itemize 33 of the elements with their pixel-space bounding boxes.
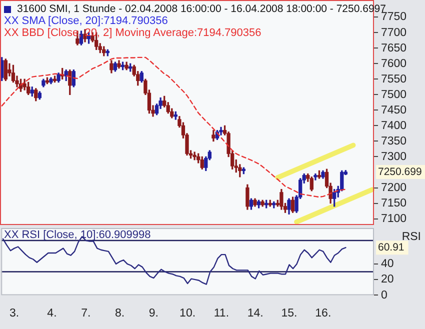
y-tick-label: 7750 [381,11,407,24]
y-tick-label: 7150 [381,197,407,210]
x-tick-label: 11. [214,307,230,320]
x-tick-label: 8. [114,307,125,320]
x-tick-label: 15. [281,307,298,320]
y-tick-label: 20 [381,274,394,286]
y-tick-label: 7100 [381,212,407,225]
y-tick-label: 7550 [381,73,407,86]
y-tick-label: 40 [381,258,394,270]
candlestick [192,152,196,160]
x-tick-label: 10. [180,307,196,320]
y-tick-label: 7400 [381,120,407,132]
y-tick-label: 7600 [381,58,407,70]
annotation: XX SMA [Close, 20]:7194.790356 [4,15,168,27]
y-tick-label: 7650 [381,42,407,54]
line-series [1,56,346,198]
y-tick-label: 7350 [381,135,407,148]
y-axis-title: RSI [402,231,421,243]
text: 60.91 [378,241,404,254]
series-label: XX RSI [Close, 10]:60.909998 [4,229,151,241]
y-tick-label: 7200 [381,182,407,194]
x-tick-label: 4. [47,307,57,320]
x-tick-label: 3. [10,307,20,320]
y-tick-label: 7300 [381,150,407,163]
y-tick-label: 7500 [381,88,407,101]
x-tick-label: 7. [81,307,91,320]
text: 7250.699 [378,166,422,178]
y-tick-label: 7700 [381,26,407,39]
x-tick-label: 14. [247,307,264,320]
x-tick-label: 16. [315,307,332,320]
y-tick-label: 0 [381,289,388,302]
x-tick-label: 9. [148,307,158,320]
y-tick-label: 7450 [381,104,407,116]
